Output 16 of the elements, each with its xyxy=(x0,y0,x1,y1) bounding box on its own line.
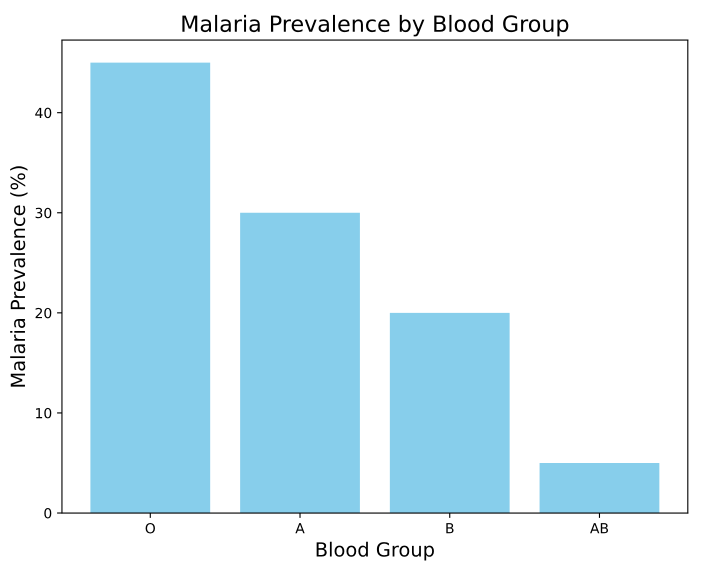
y-axis-title: Malaria Prevalence (%) xyxy=(10,166,28,387)
bar xyxy=(540,462,660,514)
bar xyxy=(390,312,510,514)
y-tick-label: 0 xyxy=(44,508,52,518)
y-tick-label: 20 xyxy=(36,308,52,318)
y-tick-label: 40 xyxy=(35,108,52,118)
bar xyxy=(90,62,210,514)
y-tick-label: 10 xyxy=(36,408,52,418)
x-tick-label: AB xyxy=(590,523,608,534)
bar xyxy=(240,212,360,514)
x-axis-title: Blood Group xyxy=(316,542,434,561)
x-tick-label: O xyxy=(146,522,155,534)
x-tick-label: A xyxy=(295,523,305,534)
chart-title: Malaria Prevalence by Blood Group xyxy=(182,14,568,36)
y-tick-label: 30 xyxy=(36,208,52,218)
x-tick-label: B xyxy=(446,523,454,534)
